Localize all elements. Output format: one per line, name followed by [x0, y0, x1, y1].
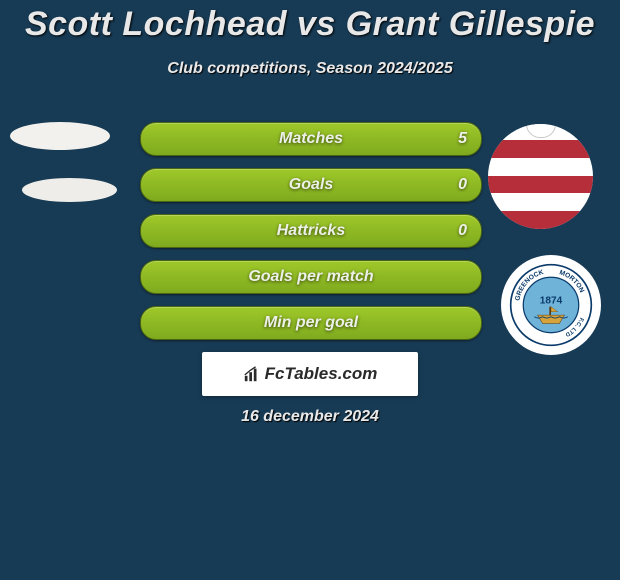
comparison-card: Scott Lochhead vs Grant Gillespie Club c… [0, 0, 620, 580]
page-subtitle: Club competitions, Season 2024/2025 [0, 60, 620, 78]
player-right-jersey [488, 124, 593, 229]
bar-chart-icon [243, 365, 261, 383]
stat-row-min-per-goal: Min per goal [140, 306, 482, 340]
player-right-club-badge: GREENOCK MORTON F.C. LTD 1874 [501, 255, 601, 355]
fctables-brand[interactable]: FcTables.com [202, 352, 418, 396]
date-text: 16 december 2024 [0, 408, 620, 426]
jersey-stripe [488, 140, 593, 158]
stat-row-goals-per-match: Goals per match [140, 260, 482, 294]
stat-row-matches: Matches 5 [140, 122, 482, 156]
jersey-neck [526, 124, 556, 138]
brand-label: FcTables.com [265, 364, 378, 384]
page-title: Scott Lochhead vs Grant Gillespie [0, 5, 620, 44]
stat-label: Hattricks [141, 222, 481, 240]
stat-value: 0 [458, 222, 467, 240]
jersey [488, 124, 593, 229]
jersey-stripe [488, 176, 593, 193]
stat-label: Min per goal [141, 314, 481, 332]
stat-label: Goals per match [141, 268, 481, 286]
svg-text:1874: 1874 [540, 295, 563, 306]
club-badge-icon: GREENOCK MORTON F.C. LTD 1874 [509, 263, 593, 347]
stat-row-hattricks: Hattricks 0 [140, 214, 482, 248]
player-left-shape-1 [10, 122, 110, 150]
stat-label: Matches [141, 130, 481, 148]
stat-value: 0 [458, 176, 467, 194]
jersey-stripe [488, 211, 593, 229]
stat-row-goals: Goals 0 [140, 168, 482, 202]
stat-label: Goals [141, 176, 481, 194]
player-left-shape-2 [22, 178, 117, 202]
stat-value: 5 [458, 130, 467, 148]
